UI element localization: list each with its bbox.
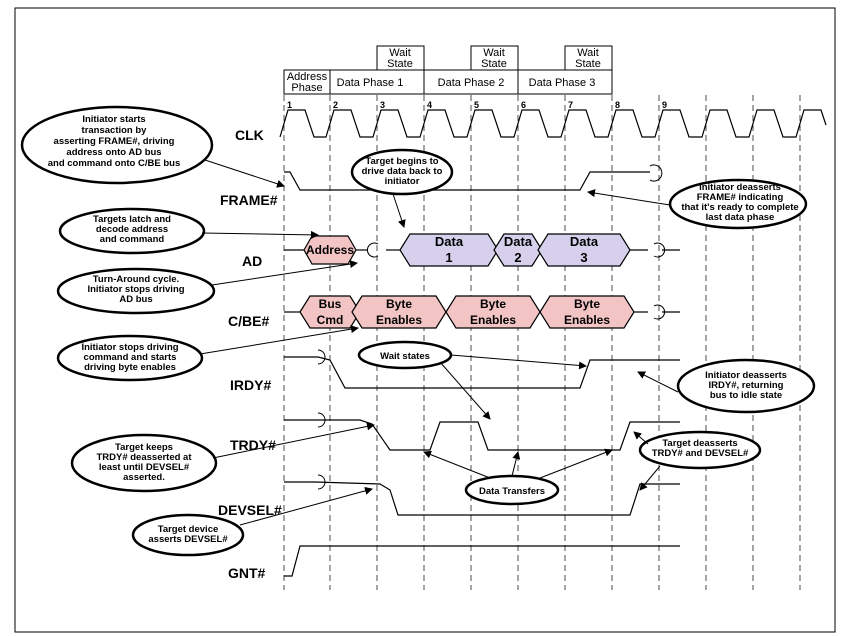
clock-number: 1 [287, 100, 292, 110]
frame-label: FRAME# [220, 192, 278, 208]
ad-bus: Address Data 1 Data 2 Data 3 [284, 233, 680, 267]
callout-target-begins-text: Target begins to drive data back to initia… [362, 156, 443, 187]
ad-address-label: Address [306, 243, 354, 257]
clock-number: 5 [474, 100, 479, 110]
clock-numbers: 1 2 3 4 5 6 7 8 9 [287, 100, 667, 110]
wait-state-label-2: Wait State [481, 47, 507, 70]
callout-target-deasserts-text: Target deasserts TRDY# and DEVSEL# [652, 438, 749, 459]
phase-header: Address Phase Data Phase 1 Data Phase 2 D… [283, 45, 613, 95]
callout-wait-states-text: Wait states [380, 351, 430, 362]
callout-target-asserts-devsel-text: Target device asserts DEVSEL# [148, 524, 228, 545]
devsel-waveform [284, 481, 680, 516]
callout-target-begins [350, 148, 454, 196]
cbe-bus: Bus Cmd Byte Enables Byte Enables Byte Enabl… [284, 295, 680, 329]
callout-turn-around-text: Turn-Around cycle. Initiator stops drivin… [87, 274, 184, 305]
wait-state-label-1: Wait State [387, 47, 413, 70]
frame-waveform [284, 171, 650, 191]
callout-targets-latch [58, 207, 206, 255]
trdy-waveform [284, 419, 680, 451]
devsel-turnaround-icon [317, 474, 326, 490]
clk-label: CLK [235, 127, 264, 143]
callout-initiator-starts-text: Initiator starts transaction by asserting … [48, 114, 180, 169]
callout-turn-around [56, 267, 216, 315]
clock-number: 2 [333, 100, 338, 110]
clock-number: 4 [427, 100, 432, 110]
cbe-byte-enables-1-label: Byte Enables [376, 297, 422, 327]
ad-turnaround-icon [366, 242, 379, 258]
ad-data1-label: Data 1 [435, 234, 464, 265]
gnt-waveform [284, 545, 680, 577]
clock-number: 6 [521, 100, 526, 110]
callout-data-transfers-text: Data Transfers [479, 486, 545, 497]
callout-target-asserts-devsel [131, 513, 245, 557]
irdy-turnaround-icon [317, 349, 326, 365]
ad-label: AD [242, 253, 262, 269]
devsel-label: DEVSEL# [218, 502, 282, 518]
callout-initiator-deasserts-frame [668, 178, 808, 230]
figure-border [14, 7, 836, 633]
callout-initiator-deasserts-frame-text: Initiator deasserts FRAME# indicating that… [681, 182, 798, 223]
cbe-label: C/BE# [228, 313, 269, 329]
callout-initiator-starts [20, 105, 214, 185]
callout-initiator-stops-cmd [56, 334, 204, 382]
clock-number: 7 [568, 100, 573, 110]
trdy-label: TRDY# [230, 437, 276, 453]
callout-target-keeps-trdy-text: Target keeps TRDY# deasserted at least unt… [96, 442, 192, 483]
signal-labels: CLK FRAME# AD C/BE# IRDY# TRDY# DEVSEL# … [218, 127, 282, 581]
callout-initiator-deasserts-irdy [676, 358, 816, 414]
cbe-byte-enables-2-label: Byte Enables [470, 297, 516, 327]
trdy-turnaround-icon [317, 412, 326, 428]
irdy-label: IRDY# [230, 377, 271, 393]
data-phase-2-label: Data Phase 2 [438, 77, 505, 89]
cbe-buscmd-label: Bus Cmd [317, 297, 344, 327]
clock-grid [283, 95, 801, 590]
ad-data2-label: Data 2 [504, 234, 533, 265]
wait-state-label-3: Wait State [575, 47, 601, 70]
gnt-label: GNT# [228, 565, 266, 581]
data-phase-1-label: Data Phase 1 [337, 77, 404, 89]
frame-turnaround-icon [649, 164, 663, 182]
data-phase-3-label: Data Phase 3 [529, 77, 596, 89]
clock-number: 9 [662, 100, 667, 110]
callout-targets-latch-text: Targets latch and decode address and comma… [93, 214, 171, 245]
clk-waveform [279, 109, 827, 138]
callout-target-keeps-trdy [70, 433, 218, 493]
callout-initiator-deasserts-irdy-text: Initiator deasserts IRDY#, returning bus t… [705, 370, 787, 401]
callout-target-deasserts [638, 430, 762, 470]
cbe-byte-enables-3-label: Byte Enables [564, 297, 610, 327]
ad-data3-label: Data 3 [570, 234, 599, 265]
callout-initiator-stops-cmd-text: Initiator stops driving command and start… [81, 342, 178, 373]
irdy-waveform [284, 356, 680, 389]
address-phase-label: Address Phase [287, 71, 328, 94]
callouts: Initiator starts transaction by asserting … [20, 105, 816, 557]
clock-number: 8 [615, 100, 620, 110]
clock-number: 3 [380, 100, 385, 110]
